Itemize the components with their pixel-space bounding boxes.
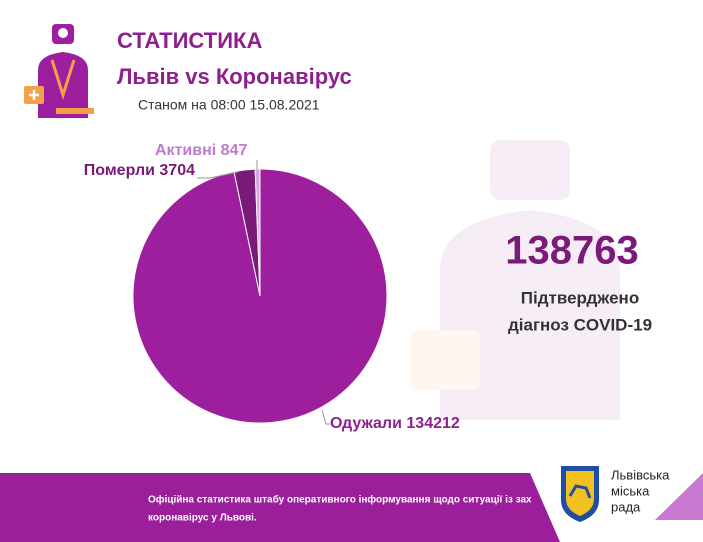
slice-name: Померли bbox=[84, 162, 155, 179]
city-logo bbox=[561, 466, 599, 522]
pie-slice bbox=[254, 168, 261, 297]
total-caption: діагноз COVID-19 bbox=[508, 315, 652, 334]
footer: Офіційна статистика штабу оперативного і… bbox=[0, 466, 703, 542]
slice-value: 134212 bbox=[406, 415, 459, 432]
logo-text: рада bbox=[611, 499, 641, 514]
subtitle: Львів vs Коронавірус bbox=[117, 64, 352, 89]
logo-text: міська bbox=[611, 483, 650, 498]
slice-value: 847 bbox=[221, 142, 248, 159]
logo-text: Львівська bbox=[611, 467, 670, 482]
title: СТАТИСТИКА bbox=[117, 28, 262, 53]
pie: Одужали 134212 Померли 3704 Активні 847 bbox=[84, 142, 460, 432]
date-line: Станом на 08:00 15.08.2021 bbox=[138, 97, 320, 113]
leader-line bbox=[197, 171, 239, 179]
total-caption: Підтверджено bbox=[521, 288, 639, 307]
slice-label: Одужали 134212 bbox=[330, 415, 460, 432]
footer-text: коронавірус у Львові. bbox=[148, 513, 257, 524]
slice-label: Активні 847 bbox=[155, 142, 247, 159]
slice-name: Одужали bbox=[330, 415, 402, 432]
leader-line bbox=[321, 409, 330, 425]
slice-name: Активні bbox=[155, 142, 216, 159]
doctor-icon bbox=[24, 24, 94, 118]
slice-value: 3704 bbox=[159, 162, 195, 179]
slice-label: Померли 3704 bbox=[84, 162, 195, 179]
doctor-watermark bbox=[410, 140, 620, 420]
total: 138763 bbox=[505, 229, 638, 273]
footer-text: Офіційна статистика штабу оперативного і… bbox=[148, 494, 532, 506]
